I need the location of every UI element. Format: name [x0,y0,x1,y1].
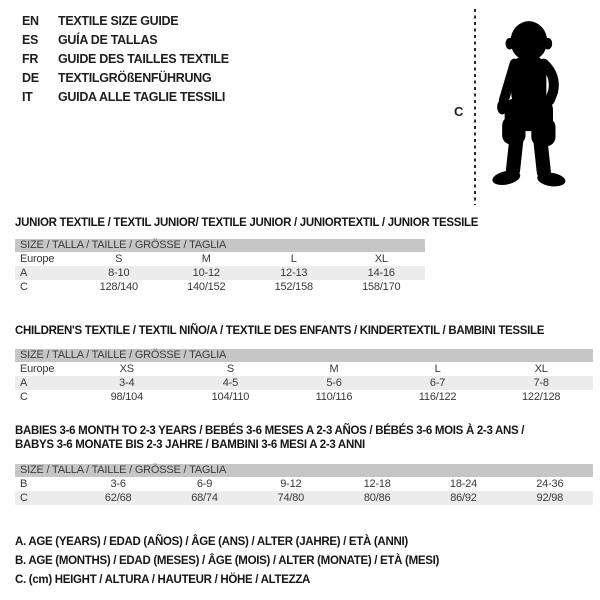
age-value: 10-12 [192,267,220,279]
table-header-bar: SIZE / TALLA / TAILLE / GRÖSSE / TAGLIA [15,239,425,252]
legend-line-age-months: B. AGE (MONTHS) / EDAD (MESES) / ÂGE (MO… [15,555,440,567]
section-title-babies: BABIES 3-6 MONTH TO 2-3 YEARS / BEBÉS 3-… [15,425,525,451]
table-header-bar: SIZE / TALLA / TAILLE / GRÖSSE / TAGLIA [15,464,593,477]
size-value: XL [534,363,548,375]
height-value: 116/122 [418,391,457,403]
table-row-age-months: B 3-6 6-9 9-12 12-18 18-24 24-36 [15,477,593,491]
age-value: 24-36 [536,478,564,490]
table-row-europe: Europe XS S M L XL [15,362,593,376]
table-row-age: A 8-10 10-12 12-13 14-16 [15,266,425,280]
row-label: C [20,492,28,504]
height-value: 122/128 [521,391,561,403]
height-value: 62/68 [104,492,132,504]
lang-code: FR [22,51,39,66]
lang-row-de: DE TEXTILGRÖßENFÜHRUNG [22,68,229,87]
row-label: Europe [20,253,55,265]
table-header-bar: SIZE / TALLA / TAILLE / GRÖSSE / TAGLIA [15,349,593,362]
age-value: 3-4 [119,377,135,389]
age-value: 14-16 [367,267,395,279]
lang-code: ES [22,32,39,47]
language-title-list: EN TEXTILE SIZE GUIDE ES GUÍA DE TALLAS … [22,11,229,106]
row-label: B [20,478,28,490]
age-value: 12-18 [363,478,391,490]
legend-line-age-years: A. AGE (YEARS) / EDAD (AÑOS) / ÂGE (ANS)… [15,536,408,548]
row-label: C [20,281,28,293]
height-dashed-line [474,9,476,205]
lang-code: EN [22,13,39,28]
height-value: 92/98 [536,492,564,504]
size-value: XL [374,253,388,265]
height-measure-label: C [454,104,464,119]
row-label: A [20,267,28,279]
height-measure-figure: C [440,0,600,215]
lang-row-fr: FR GUIDE DES TAILLES TEXTILE [22,49,229,68]
legend-line-height: C. (cm) HEIGHT / ALTURA / HAUTEUR / HÖHE… [15,574,311,586]
lang-row-es: ES GUÍA DE TALLAS [22,30,229,49]
height-value: 158/170 [362,281,401,293]
size-value: M [329,363,339,375]
baby-silhouette-icon [492,21,566,187]
size-value: XS [119,363,134,375]
size-value: L [290,253,297,265]
section-title-junior: JUNIOR TEXTILE / TEXTIL JUNIOR/ TEXTILE … [15,217,479,229]
row-label: Europe [20,363,55,375]
size-value: M [201,253,211,265]
size-table-junior: SIZE / TALLA / TAILLE / GRÖSSE / TAGLIA … [15,239,425,294]
height-value: 152/158 [274,281,314,293]
height-value: 86/92 [450,492,477,504]
table-row-europe: Europe S M L XL [15,252,425,266]
age-value: 8-10 [108,267,130,279]
age-value: 5-6 [326,377,342,389]
table-row-height: C 128/140 140/152 152/158 158/170 [15,280,425,294]
size-table-children: SIZE / TALLA / TAILLE / GRÖSSE / TAGLIA … [15,349,593,404]
legend: A. AGE (YEARS) / EDAD (AÑOS) / ÂGE (ANS)… [15,533,439,590]
lang-code: IT [22,89,33,104]
height-value: 140/152 [187,281,226,293]
age-value: 7-8 [533,377,550,389]
height-value: 104/110 [211,391,250,403]
lang-row-en: EN TEXTILE SIZE GUIDE [22,11,229,30]
lang-title: TEXTILE SIZE GUIDE [58,13,179,28]
size-table-babies: SIZE / TALLA / TAILLE / GRÖSSE / TAGLIA … [15,464,593,505]
lang-title: GUIDA ALLE TAGLIE TESSILI [58,89,226,104]
age-value: 6-7 [429,377,446,389]
height-value: 68/74 [191,492,218,504]
age-value: 6-9 [196,478,213,490]
height-value: 110/116 [315,391,353,403]
lang-title: GUIDE DES TAILLES TEXTILE [58,51,229,66]
size-value: S [115,253,123,265]
age-value: 12-13 [280,267,308,279]
size-value: L [434,363,441,375]
lang-row-it: IT GUIDA ALLE TAGLIE TESSILI [22,87,229,106]
age-value: 18-24 [449,478,478,490]
age-value: 9-12 [280,478,302,490]
table-row-height: C 98/104 104/110 110/116 116/122 122/128 [15,390,593,404]
row-label: A [20,377,28,389]
lang-code: DE [22,70,39,85]
lang-title: TEXTILGRÖßENFÜHRUNG [58,70,212,85]
age-value: 3-6 [110,478,127,490]
table-row-age: A 3-4 4-5 5-6 6-7 7-8 [15,376,593,390]
size-value: S [226,363,234,375]
row-label: C [20,391,28,403]
height-value: 80/86 [363,492,391,504]
section-title-children: CHILDREN'S TEXTILE / TEXTIL NIÑO/A / TEX… [15,325,545,337]
height-value: 98/104 [110,391,144,403]
table-row-height: C 62/68 68/74 74/80 80/86 86/92 92/98 [15,491,593,505]
height-value: 74/80 [277,492,305,504]
age-value: 4-5 [222,377,239,389]
lang-title: GUÍA DE TALLAS [58,32,158,47]
height-value: 128/140 [99,281,139,293]
